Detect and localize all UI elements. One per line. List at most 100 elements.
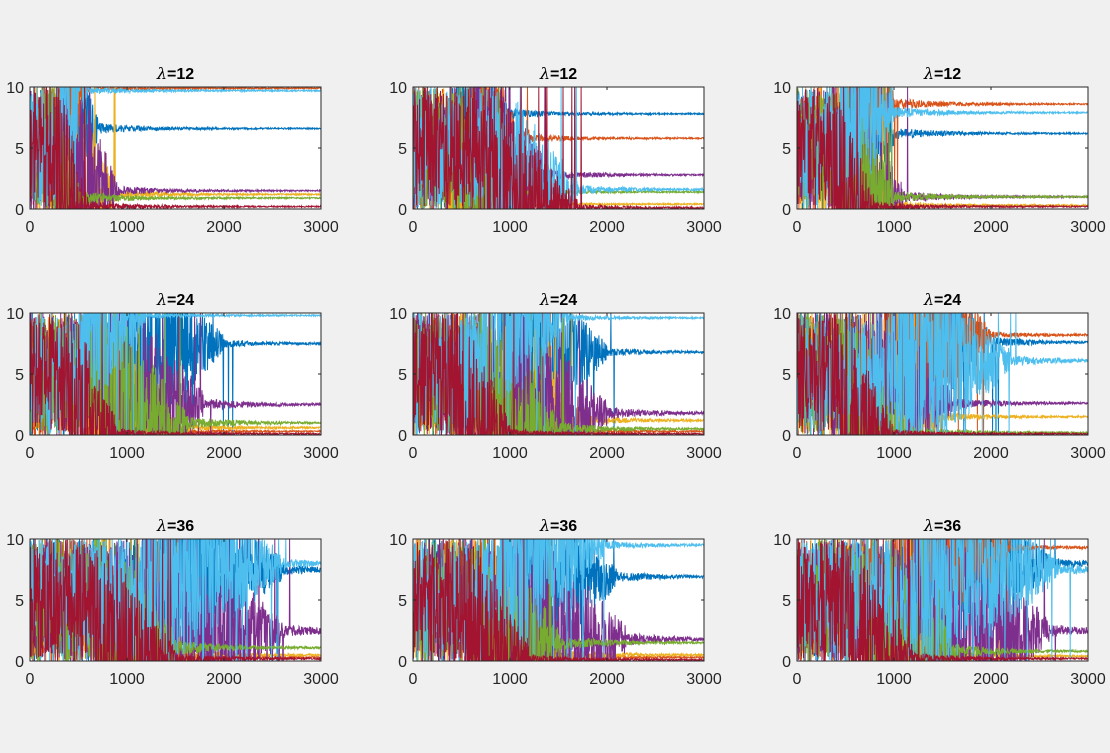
series-line-1 <box>30 87 321 209</box>
y-tick-label: 5 <box>398 141 407 158</box>
y-tick-label: 0 <box>782 428 791 445</box>
lambda-symbol: λ <box>156 516 167 535</box>
y-tick-label: 0 <box>15 654 24 671</box>
y-tick-label: 5 <box>782 141 791 158</box>
x-tick-label: 2000 <box>206 671 242 688</box>
y-tick-label: 10 <box>389 306 407 323</box>
subplot-title: λ=12 <box>923 64 961 83</box>
series-line-7 <box>797 87 1088 209</box>
subplot-2: 0 1000 2000 3000 0 5 10 λ=12 <box>389 64 722 236</box>
x-tick-label: 3000 <box>686 671 722 688</box>
series-line-7 <box>30 539 321 661</box>
subplot-title: λ=24 <box>923 290 961 309</box>
series-line-3 <box>30 87 321 209</box>
series-group <box>797 313 1088 435</box>
x-tick-label: 2000 <box>973 445 1009 462</box>
subplot-title: λ=24 <box>156 290 194 309</box>
x-tick-label: 1000 <box>876 219 912 236</box>
x-tick-label: 3000 <box>303 671 339 688</box>
subplot-title: λ=36 <box>539 516 577 535</box>
subplot-title: λ=36 <box>156 516 194 535</box>
x-tick-label: 3000 <box>1070 219 1106 236</box>
x-tick-label: 2000 <box>973 671 1009 688</box>
series-group <box>30 87 321 209</box>
x-tick-label: 0 <box>409 445 418 462</box>
x-tick-label: 1000 <box>109 671 145 688</box>
series-line-7 <box>413 313 704 435</box>
x-tick-label: 0 <box>26 671 35 688</box>
lambda-symbol: λ <box>156 290 167 309</box>
lambda-symbol: λ <box>539 290 550 309</box>
series-group <box>797 87 1088 209</box>
series-group <box>30 539 321 661</box>
lambda-value: =24 <box>167 292 194 309</box>
x-tick-label: 0 <box>26 445 35 462</box>
subplot-title: λ=36 <box>923 516 961 535</box>
y-tick-label: 5 <box>15 593 24 610</box>
y-tick-label: 0 <box>398 428 407 445</box>
lambda-value: =24 <box>550 292 577 309</box>
y-tick-label: 0 <box>398 654 407 671</box>
series-group <box>413 87 704 209</box>
lambda-symbol: λ <box>923 290 934 309</box>
lambda-symbol: λ <box>923 64 934 83</box>
series-line-6 <box>30 87 321 209</box>
x-tick-label: 2000 <box>589 671 625 688</box>
y-tick-label: 0 <box>782 654 791 671</box>
series-group <box>413 313 704 435</box>
x-tick-label: 1000 <box>876 445 912 462</box>
y-tick-label: 5 <box>398 593 407 610</box>
x-tick-label: 3000 <box>303 445 339 462</box>
subplot-1: 0 1000 2000 3000 0 5 10 λ=12 <box>6 64 339 236</box>
series-line-7 <box>413 87 704 209</box>
subplot-9: 0 1000 2000 3000 0 5 10 λ=36 <box>773 516 1106 688</box>
y-tick-label: 10 <box>6 532 24 549</box>
series-line-6 <box>797 87 1088 209</box>
series-group <box>797 539 1088 661</box>
lambda-value: =36 <box>934 518 961 535</box>
y-tick-label: 0 <box>15 202 24 219</box>
x-tick-label: 0 <box>409 671 418 688</box>
y-tick-label: 0 <box>398 202 407 219</box>
lambda-value: =12 <box>550 66 577 83</box>
x-tick-label: 1000 <box>492 445 528 462</box>
series-line-7 <box>30 87 321 209</box>
y-tick-label: 10 <box>6 80 24 97</box>
y-tick-label: 5 <box>782 367 791 384</box>
series-group <box>413 539 704 661</box>
lambda-value: =36 <box>167 518 194 535</box>
y-tick-label: 5 <box>398 367 407 384</box>
y-tick-label: 0 <box>15 428 24 445</box>
x-tick-label: 1000 <box>876 671 912 688</box>
series-line-7 <box>413 539 704 661</box>
x-tick-label: 0 <box>26 219 35 236</box>
series-line-6 <box>413 87 704 209</box>
x-tick-label: 2000 <box>589 219 625 236</box>
lambda-symbol: λ <box>923 516 934 535</box>
subplot-7: 0 1000 2000 3000 0 5 10 λ=36 <box>6 516 339 688</box>
y-tick-label: 10 <box>6 306 24 323</box>
y-tick-label: 5 <box>15 141 24 158</box>
y-tick-label: 0 <box>782 202 791 219</box>
subplot-3: 0 1000 2000 3000 0 5 10 λ=12 <box>773 64 1106 236</box>
x-tick-label: 0 <box>409 219 418 236</box>
x-tick-label: 1000 <box>109 445 145 462</box>
lambda-symbol: λ <box>539 64 550 83</box>
x-tick-label: 1000 <box>492 219 528 236</box>
subplot-title: λ=12 <box>539 64 577 83</box>
x-tick-label: 2000 <box>973 219 1009 236</box>
x-tick-label: 3000 <box>303 219 339 236</box>
lambda-value: =36 <box>550 518 577 535</box>
x-tick-label: 3000 <box>686 445 722 462</box>
series-line-7 <box>797 539 1088 661</box>
subplot-6: 0 1000 2000 3000 0 5 10 λ=24 <box>773 290 1106 462</box>
x-tick-label: 3000 <box>686 219 722 236</box>
subplot-5: 0 1000 2000 3000 0 5 10 λ=24 <box>389 290 722 462</box>
x-tick-label: 0 <box>793 219 802 236</box>
lambda-value: =12 <box>934 66 961 83</box>
subplot-4: 0 1000 2000 3000 0 5 10 λ=24 <box>6 290 339 462</box>
series-line-5 <box>413 539 704 661</box>
lambda-symbol: λ <box>539 516 550 535</box>
y-tick-label: 10 <box>773 80 791 97</box>
